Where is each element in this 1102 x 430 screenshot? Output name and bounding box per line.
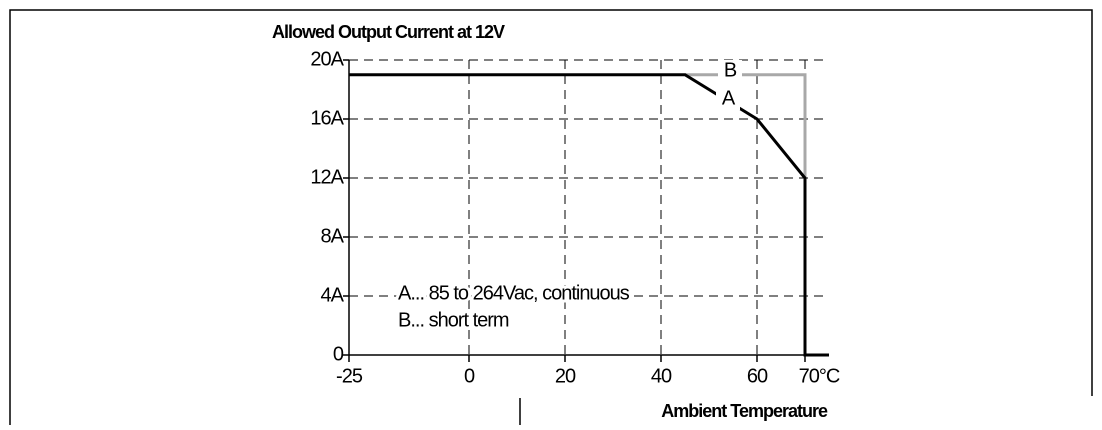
series-label: B	[724, 59, 737, 81]
y-tick-label: 16A	[310, 107, 344, 129]
legend-note: B... short term	[398, 309, 509, 331]
y-tick-label: 12A	[310, 166, 344, 188]
series-label-bg	[718, 60, 742, 82]
series-label-bg	[716, 88, 740, 110]
y-tick-label: 8A	[321, 225, 345, 247]
x-tick-label: 0	[464, 365, 475, 387]
x-tick-label: -25	[336, 365, 363, 387]
y-tick-label: 4A	[321, 284, 345, 306]
x-axis-label: Ambient Temperature	[661, 401, 828, 421]
series-line	[349, 73, 829, 357]
x-tick-label: 70°C	[799, 365, 840, 387]
chart-title: Allowed Output Current at 12V	[272, 22, 505, 42]
x-tick-label: 40	[651, 365, 672, 387]
series-label: A	[722, 87, 736, 109]
y-tick-label: 20A	[310, 48, 344, 70]
y-tick-label: 0	[333, 343, 344, 365]
grid	[343, 59, 829, 362]
frame	[9, 9, 1093, 425]
x-tick-label: 20	[555, 365, 576, 387]
legend-note: A... 85 to 264Vac, continuous	[398, 282, 630, 304]
x-tick-label: 60	[747, 365, 768, 387]
